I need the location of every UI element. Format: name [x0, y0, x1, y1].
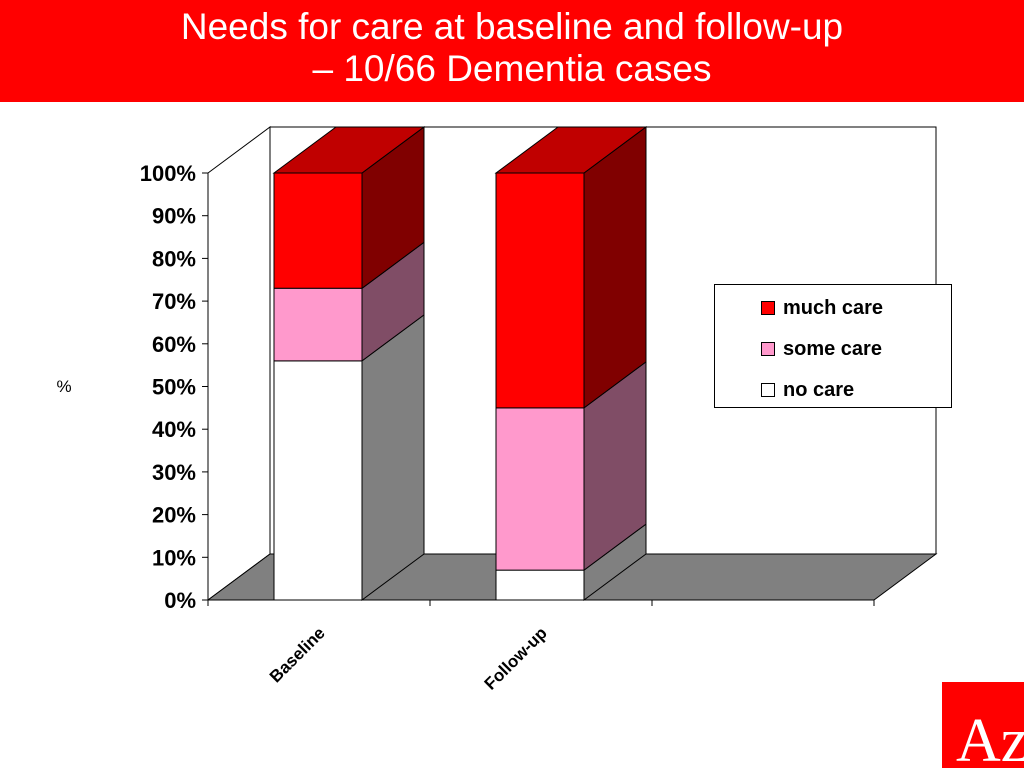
- y-tick-label: 20%: [152, 503, 196, 528]
- bar-some-care-0: [273, 287, 363, 362]
- chart-title-line-1: Needs for care at baseline and follow-up: [180, 6, 844, 47]
- bar-no-care-1: [495, 569, 585, 601]
- legend-item-no-care: no care: [761, 378, 854, 402]
- y-tick-label: 80%: [152, 246, 196, 271]
- y-tick-label: 40%: [152, 417, 196, 442]
- y-tick-label: 10%: [152, 545, 196, 570]
- az-logo-text: Az: [956, 707, 1024, 768]
- legend-swatch-some-care: [761, 342, 775, 356]
- legend-swatch-no-care: [761, 383, 775, 397]
- title-bar: Needs for care at baseline and follow-up…: [0, 0, 1024, 102]
- legend-label-some-care: some care: [783, 337, 882, 360]
- y-tick-label: 90%: [152, 204, 196, 229]
- y-tick-label: 50%: [152, 375, 196, 400]
- bar-side-much-care-1: [583, 126, 647, 409]
- az-logo: Az: [942, 682, 1024, 768]
- y-tick-label: 30%: [152, 460, 196, 485]
- chart-legend: much care some care no care: [714, 284, 952, 408]
- legend-item-much-care: much care: [761, 296, 883, 320]
- legend-swatch-much-care: [761, 301, 775, 315]
- bar-no-care-0: [273, 360, 363, 601]
- chart-title-line-2: – 10/66 Dementia cases: [312, 48, 712, 89]
- side-wall: [207, 126, 271, 601]
- legend-item-some-care: some care: [761, 337, 882, 361]
- y-tick-label: 100%: [140, 161, 196, 186]
- bar-some-care-1: [495, 407, 585, 571]
- bar-much-care-1: [495, 172, 585, 409]
- legend-label-no-care: no care: [783, 378, 855, 401]
- bar-top-0: [272, 126, 426, 174]
- x-category-label-1: Follow-up: [481, 623, 551, 693]
- bar-side-no-care-0: [361, 313, 425, 601]
- y-tick-label: 60%: [152, 332, 196, 357]
- y-tick-label: 70%: [152, 289, 196, 314]
- bar-much-care-0: [273, 172, 363, 289]
- x-category-label-0: Baseline: [266, 623, 329, 686]
- y-tick-label: 0%: [164, 588, 196, 613]
- y-axis-label: %: [56, 377, 71, 396]
- legend-label-much-care: much care: [783, 296, 884, 319]
- bar-top-1: [494, 126, 648, 174]
